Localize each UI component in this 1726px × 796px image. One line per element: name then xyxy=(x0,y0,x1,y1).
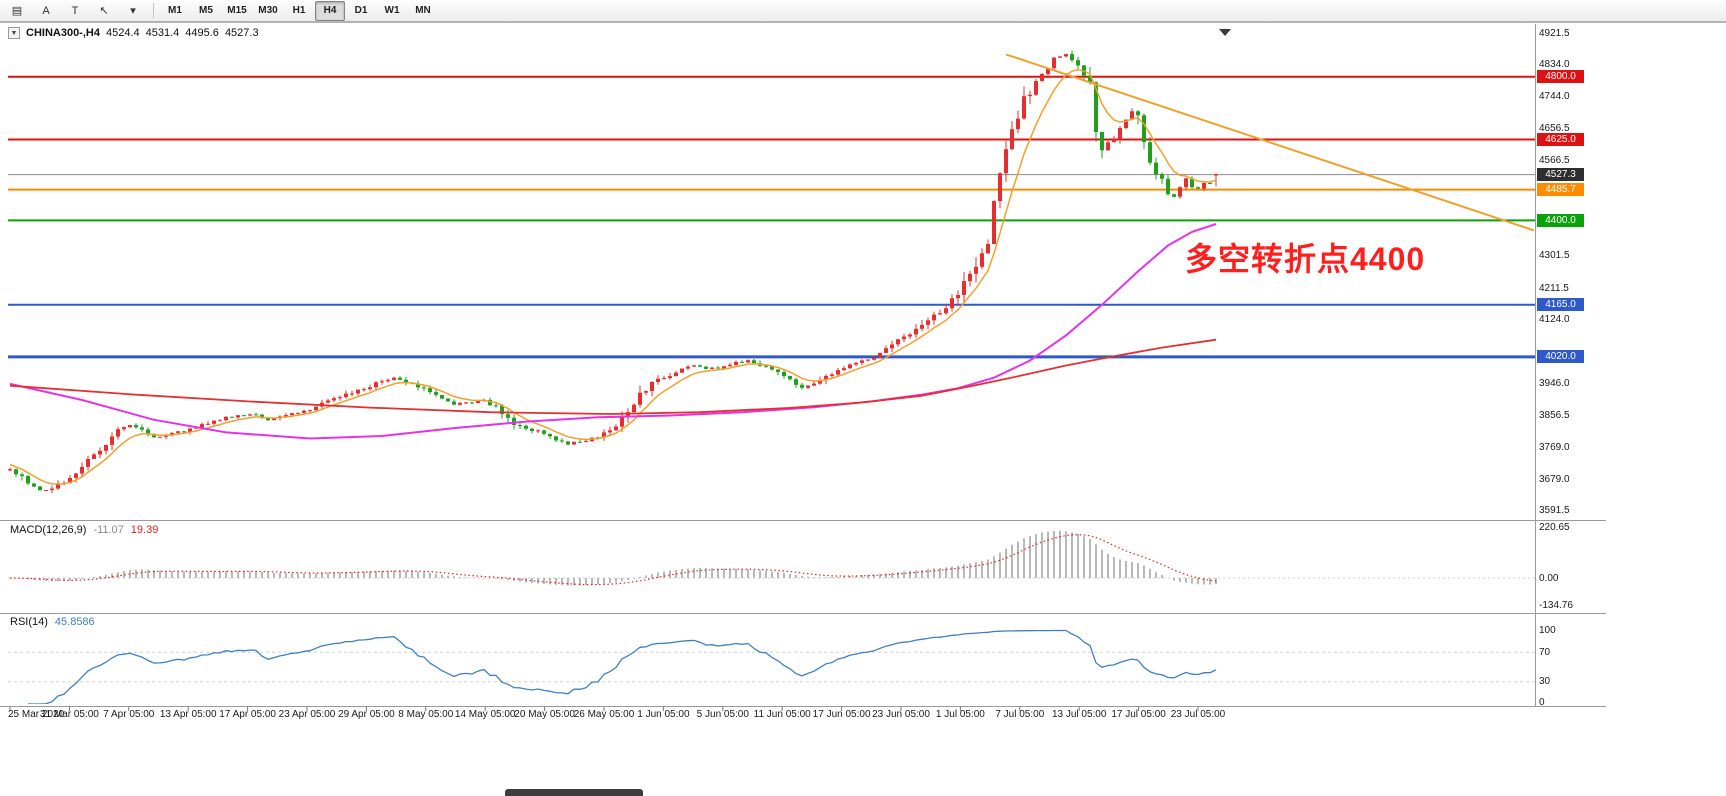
price-axis-label: 3856.5 xyxy=(1539,410,1570,422)
time-axis-label: 17 Jul 05:00 xyxy=(1111,709,1166,720)
rsi-name: RSI(14) xyxy=(10,616,48,628)
price-pane[interactable] xyxy=(8,50,1535,494)
price-axis-label: 3769.0 xyxy=(1539,441,1570,453)
time-axis-label: 25 Mar 2020 xyxy=(8,709,65,720)
timeframe-button-d1[interactable]: D1 xyxy=(354,5,368,16)
symbol-label: CHINA300-,H4 xyxy=(26,27,100,39)
price-badge: 4527.3 xyxy=(1537,168,1584,182)
open-value: 4524.4 xyxy=(105,27,140,39)
time-axis-label: 7 Jul 05:00 xyxy=(995,709,1045,720)
time-tick-marks xyxy=(9,706,1199,711)
high-value: 4531.4 xyxy=(145,27,180,39)
symbol-dropdown[interactable]: ▼ xyxy=(8,27,20,39)
timeframe-button-w1[interactable]: W1 xyxy=(384,5,400,16)
time-axis-label: 1 Jul 05:00 xyxy=(935,709,985,720)
macd-label: MACD(12,26,9) -11.07 19.39 xyxy=(10,524,158,536)
annotate-text-a-button[interactable]: A xyxy=(42,4,50,17)
price-axis-label: 3946.0 xyxy=(1539,378,1570,389)
annotate-text-t-button[interactable]: T xyxy=(71,4,79,17)
price-axis-label: 3591.5 xyxy=(1539,505,1570,517)
price-axis-label: 4834.0 xyxy=(1539,58,1570,70)
chart-list-icon[interactable]: ▤ xyxy=(11,5,23,17)
time-axis-label: 13 Jul 05:00 xyxy=(1051,709,1107,720)
timeframe-button-m5[interactable]: M5 xyxy=(199,5,213,16)
timeframe-button-mn[interactable]: MN xyxy=(415,5,431,16)
time-axis-label: 8 May 05:00 xyxy=(398,709,454,720)
timeframe-button-m1[interactable]: M1 xyxy=(168,5,182,16)
time-axis-label: 1 Jun 05:00 xyxy=(637,709,690,720)
price-badge: 4020.0 xyxy=(1537,350,1584,364)
price-badge: 4165.0 xyxy=(1537,298,1584,312)
macd-axis-label: -134.76 xyxy=(1539,600,1573,611)
ma-slow-line xyxy=(9,338,1217,415)
timeframe-buttons: M1 M5 M15 M30 H1 H4 D1 W1 MN xyxy=(160,0,438,21)
macd-axis-label: 220.65 xyxy=(1539,522,1570,533)
time-axis-label: 23 Jun 05:00 xyxy=(872,709,930,720)
ma-mid-line xyxy=(9,223,1217,440)
taskbar-fragment xyxy=(505,789,643,796)
price-axis-label: 3679.0 xyxy=(1539,473,1570,485)
ma-fast-line xyxy=(9,68,1217,485)
close-value: 4527.3 xyxy=(224,27,259,39)
rsi-axis-label: 30 xyxy=(1539,676,1551,688)
price-axis-label: 4124.0 xyxy=(1539,314,1570,325)
price-badge: 4400.0 xyxy=(1537,213,1584,227)
price-axis-label: 4656.5 xyxy=(1539,122,1570,134)
chevron-down-icon: ▼ xyxy=(10,29,18,37)
time-axis-label: 20 May 05:00 xyxy=(514,709,575,720)
time-axis-label: 11 Jun 05:00 xyxy=(753,709,811,720)
time-axis-label: 31 Mar 05:00 xyxy=(39,709,99,720)
price-badge: 4800.0 xyxy=(1537,70,1584,84)
price-axis-label: 4921.5 xyxy=(1539,27,1570,39)
chart-annotation: 多空转折点4400 xyxy=(1185,241,1426,277)
low-value: 4495.6 xyxy=(185,27,219,39)
cursor-tool-icon[interactable]: ↖ xyxy=(99,5,109,17)
price-axis-label: 4566.5 xyxy=(1539,155,1570,167)
price-axis-label: 4744.0 xyxy=(1539,91,1570,103)
macd-signal-value: 19.39 xyxy=(130,524,159,536)
tool-buttons: ▤ A T ↖ ▾ xyxy=(3,1,147,21)
time-axis-label: 14 May 05:00 xyxy=(454,709,516,720)
descending-trendline xyxy=(1005,53,1535,232)
time-axis-label: 17 Apr 05:00 xyxy=(219,709,276,720)
timeframe-button-h4[interactable]: H4 xyxy=(315,0,345,21)
main-toolbar: ▤ A T ↖ ▾ M1 M5 M15 M30 H1 H4 D1 W1 MN xyxy=(0,0,1726,22)
chart-shift-marker xyxy=(1219,29,1231,36)
price-axis-label: 4211.5 xyxy=(1539,282,1569,294)
rsi-pane[interactable] xyxy=(8,629,1535,705)
macd-axis-label: 0.00 xyxy=(1539,572,1559,584)
chart-header: ▼ CHINA300-,H4 4524.4 4531.4 4495.6 4527… xyxy=(8,27,259,39)
rsi-value: 45.8586 xyxy=(54,616,95,628)
rsi-axis-label: 100 xyxy=(1539,624,1556,636)
time-axis-label: 23 Apr 05:00 xyxy=(278,709,336,720)
time-axis-label: 5 Jun 05:00 xyxy=(696,709,749,720)
time-axis-label: 23 Jul 05:00 xyxy=(1170,709,1226,720)
ohlc-readout: 4524.4 4531.4 4495.6 4527.3 xyxy=(106,27,259,39)
timeframe-button-m30[interactable]: M30 xyxy=(258,5,278,16)
time-axis-label: 7 Apr 05:00 xyxy=(103,709,155,720)
toolbar-separator xyxy=(153,3,154,18)
price-badge: 4625.0 xyxy=(1537,133,1584,146)
price-axis-label: 4301.5 xyxy=(1539,250,1570,262)
macd-signal-line xyxy=(9,534,1217,586)
timeframe-button-h1[interactable]: H1 xyxy=(292,5,306,16)
candlestick-series xyxy=(8,50,1218,494)
price-badge: 4485.7 xyxy=(1537,183,1584,197)
macd-main-value: -11.07 xyxy=(93,524,124,536)
rsi-line xyxy=(28,629,1217,704)
time-axis-label: 29 Apr 05:00 xyxy=(338,709,395,720)
cursor-dropdown-caret-icon[interactable]: ▾ xyxy=(130,5,136,17)
time-axis-label: 13 Apr 05:00 xyxy=(159,709,217,720)
macd-histogram xyxy=(15,530,1217,586)
rsi-axis-label: 70 xyxy=(1539,646,1551,658)
rsi-label: RSI(14) 45.8586 xyxy=(10,616,95,628)
time-axis-label: 17 Jun 05:00 xyxy=(812,709,871,720)
rsi-axis-label: 0 xyxy=(1539,697,1545,708)
macd-pane[interactable] xyxy=(8,530,1535,586)
time-axis-label: 26 May 05:00 xyxy=(573,709,635,720)
timeframe-button-m15[interactable]: M15 xyxy=(227,5,247,16)
macd-name: MACD(12,26,9) xyxy=(10,524,87,536)
